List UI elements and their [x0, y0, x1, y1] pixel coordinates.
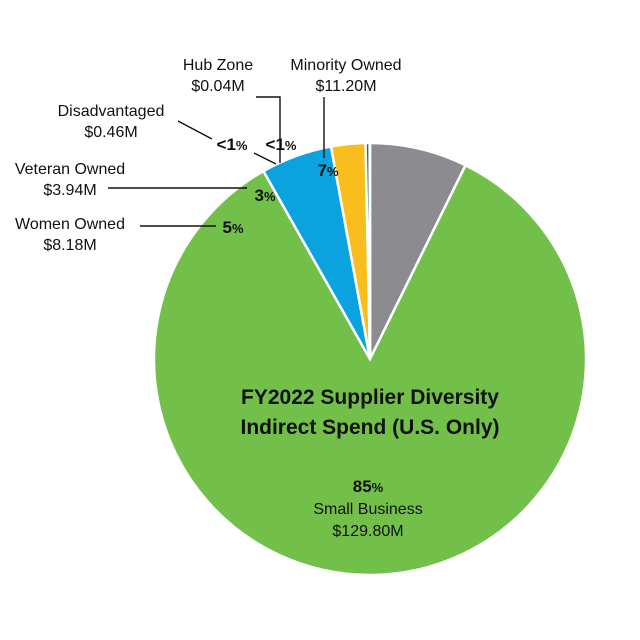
label-veteran-owned-amount: $3.94M — [43, 182, 96, 199]
label-minority-owned-amount: $11.20M — [315, 78, 376, 95]
percent-label-small-business: 85% — [353, 477, 384, 496]
chart-title-line-2: Indirect Spend (U.S. Only) — [240, 416, 499, 439]
label-hub-zone-name: Hub Zone — [183, 57, 253, 74]
label-disadvantaged-name: Disadvantaged — [58, 103, 165, 120]
label-disadvantaged-amount: $0.46M — [84, 124, 137, 141]
pie-slice-minority-owned — [368, 141, 468, 360]
leader-line-disadvantaged — [177, 120, 213, 140]
chart-title-line-1: FY2022 Supplier Diversity — [241, 386, 499, 409]
leader-line-disadvantaged-inner — [253, 152, 277, 165]
percent-label-minority-owned: 7% — [317, 161, 338, 180]
leader-line-hub-zone — [256, 96, 281, 163]
label-veteran-owned-name: Veteran Owned — [15, 161, 125, 178]
percent-label-hub-zone: <1% — [266, 135, 297, 154]
pie-slices — [152, 141, 588, 577]
label-hub-zone-amount: $0.04M — [191, 78, 244, 95]
percent-label-women-owned: 5% — [222, 218, 243, 237]
label-small-business-amount: $129.80M — [332, 523, 403, 540]
label-small-business-name: Small Business — [313, 501, 422, 518]
label-women-owned-name: Women Owned — [15, 216, 125, 233]
label-minority-owned-name: Minority Owned — [290, 57, 401, 74]
pie-slice-small-business — [152, 163, 588, 577]
label-women-owned-amount: $8.18M — [43, 237, 96, 254]
percent-label-veteran-owned: 3% — [254, 186, 275, 205]
percent-label-disadvantaged: <1% — [217, 135, 248, 154]
